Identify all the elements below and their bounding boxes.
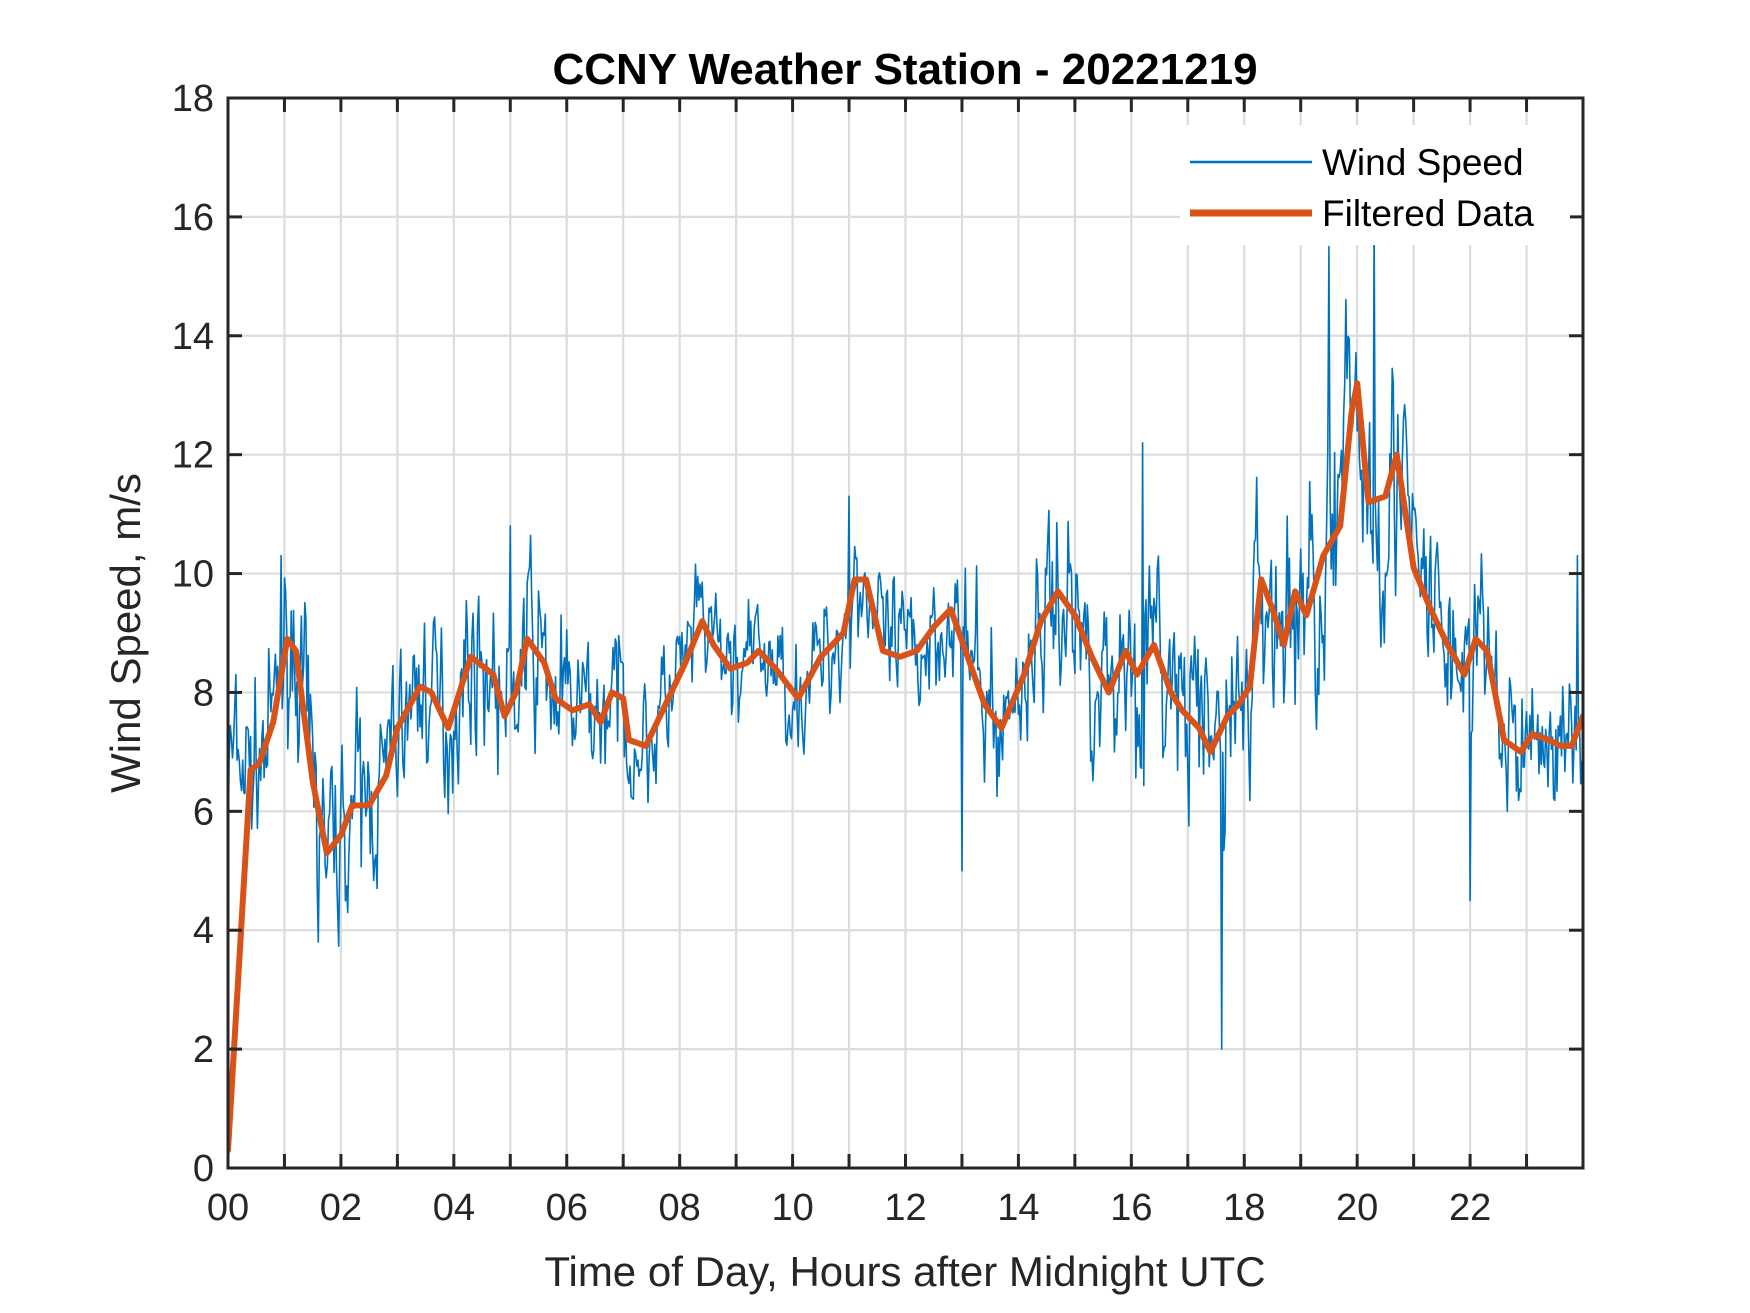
y-tick-label: 18 [172, 78, 214, 120]
x-tick-label: 18 [1223, 1187, 1265, 1229]
legend-label-wind-speed: Wind Speed [1322, 142, 1524, 183]
y-tick-label: 2 [193, 1029, 214, 1071]
axis-ticks [228, 98, 1583, 1168]
y-tick-labels: 0 2 4 6 8 10 12 14 16 18 [172, 78, 214, 1190]
legend-background [1180, 125, 1570, 245]
x-tick-label: 14 [997, 1187, 1039, 1229]
y-tick-label: 14 [172, 316, 214, 358]
x-tick-label: 00 [207, 1187, 249, 1229]
x-tick-label: 04 [433, 1187, 475, 1229]
y-tick-label: 0 [193, 1148, 214, 1190]
y-tick-label: 12 [172, 435, 214, 477]
series-line-wind-speed [228, 216, 1583, 1050]
y-tick-label: 6 [193, 791, 214, 833]
y-tick-label: 10 [172, 554, 214, 596]
legend: Wind Speed Filtered Data [1180, 125, 1570, 245]
y-tick-label: 8 [193, 672, 214, 714]
y-tick-label: 4 [193, 910, 214, 952]
series-line-filtered-data [228, 380, 1583, 1154]
x-tick-label: 16 [1110, 1187, 1152, 1229]
y-tick-label: 16 [172, 197, 214, 239]
x-tick-label: 06 [546, 1187, 588, 1229]
x-tick-label: 12 [884, 1187, 926, 1229]
y-axis-label: Wind Speed, m/s [102, 473, 149, 793]
chart-title: CCNY Weather Station - 20221219 [552, 45, 1257, 94]
legend-label-filtered-data: Filtered Data [1322, 193, 1534, 234]
x-tick-label: 20 [1336, 1187, 1378, 1229]
x-tick-label: 08 [659, 1187, 701, 1229]
x-tick-labels: 00 02 04 06 08 10 12 14 16 18 20 22 [207, 1187, 1491, 1229]
x-tick-label: 22 [1449, 1187, 1491, 1229]
x-axis-label: Time of Day, Hours after Midnight UTC [544, 1248, 1265, 1295]
axes-box [226, 96, 1585, 1170]
x-tick-label: 10 [771, 1187, 813, 1229]
x-tick-label: 02 [320, 1187, 362, 1229]
